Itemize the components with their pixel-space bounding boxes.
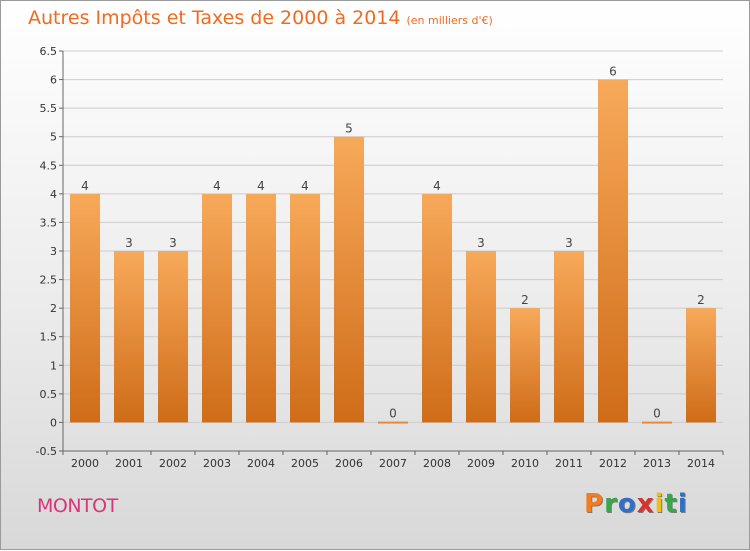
bar-2012 [598,79,628,423]
bar-2004 [246,193,276,423]
data-label: 6 [609,65,617,79]
x-tick-label: 2012 [599,457,627,470]
logo-letter: i [654,489,665,519]
data-label: 4 [81,179,89,193]
y-tick-label: 0.5 [40,388,58,401]
y-tick-label: 4.5 [40,159,58,172]
chart-unit-text: (en milliers d'€) [406,14,493,27]
bar-2001 [114,251,144,423]
commune-name: MONTOT [37,495,118,517]
bar-2000 [70,193,100,423]
bar-2011 [554,251,584,423]
x-tick-label: 2000 [71,457,99,470]
data-label: 3 [565,236,573,250]
x-tick-label: 2007 [379,457,407,470]
data-label: 2 [697,293,705,307]
proxiti-logo: Proxiti [584,489,688,519]
y-tick-label: 3.5 [40,216,58,229]
x-tick-label: 2008 [423,457,451,470]
y-tick-label: 6.5 [40,45,58,58]
chart-title: Autres Impôts et Taxes de 2000 à 2014 (en… [28,7,493,29]
x-tick-label: 2014 [687,457,715,470]
y-tick-label: 2.5 [40,274,58,287]
bar-2014 [686,308,716,423]
logo-letter: o [617,489,637,519]
x-tick-label: 2010 [511,457,539,470]
y-tick-label: 4 [50,188,57,201]
bar-2009 [466,251,496,423]
y-tick-label: 5 [50,131,57,144]
data-label: 3 [125,236,133,250]
data-label: 4 [213,179,221,193]
data-label: 4 [301,179,309,193]
x-tick-label: 2001 [115,457,143,470]
logo-letter: r [604,489,618,519]
logo-letter: x [636,489,655,519]
x-tick-label: 2011 [555,457,583,470]
x-tick-label: 2013 [643,457,671,470]
x-tick-label: 2002 [159,457,187,470]
data-label: 0 [389,406,397,420]
bar-2013 [642,421,672,424]
logo-letter: t [664,489,678,519]
bar-2005 [290,193,320,423]
data-label: 3 [477,236,485,250]
data-label: 5 [345,122,353,136]
bar-2008 [422,193,452,423]
logo-letter: i [677,489,688,519]
bar-2007 [378,421,408,424]
y-tick-label: 5.5 [40,102,58,115]
bar-2006 [334,136,364,423]
x-tick-label: 2006 [335,457,363,470]
x-tick-label: 2009 [467,457,495,470]
y-tick-label: 6 [50,74,57,87]
bar-2010 [510,308,540,423]
data-label: 3 [169,236,177,250]
data-label: 4 [257,179,265,193]
data-label: 0 [653,406,661,420]
y-tick-label: 1 [50,359,57,372]
y-tick-label: 0 [50,416,57,429]
y-tick-label: 1.5 [40,331,58,344]
data-label: 2 [521,293,529,307]
bar-2002 [158,251,188,423]
x-tick-label: 2004 [247,457,275,470]
y-tick-label: 2 [50,302,57,315]
y-tick-label: 3 [50,245,57,258]
x-tick-label: 2005 [291,457,319,470]
x-tick-label: 2003 [203,457,231,470]
y-tick-label: -0.5 [36,445,57,458]
bar-2003 [202,193,232,423]
data-label: 4 [433,179,441,193]
chart-title-text: Autres Impôts et Taxes de 2000 à 2014 [28,7,401,29]
logo-letter: P [584,489,605,519]
